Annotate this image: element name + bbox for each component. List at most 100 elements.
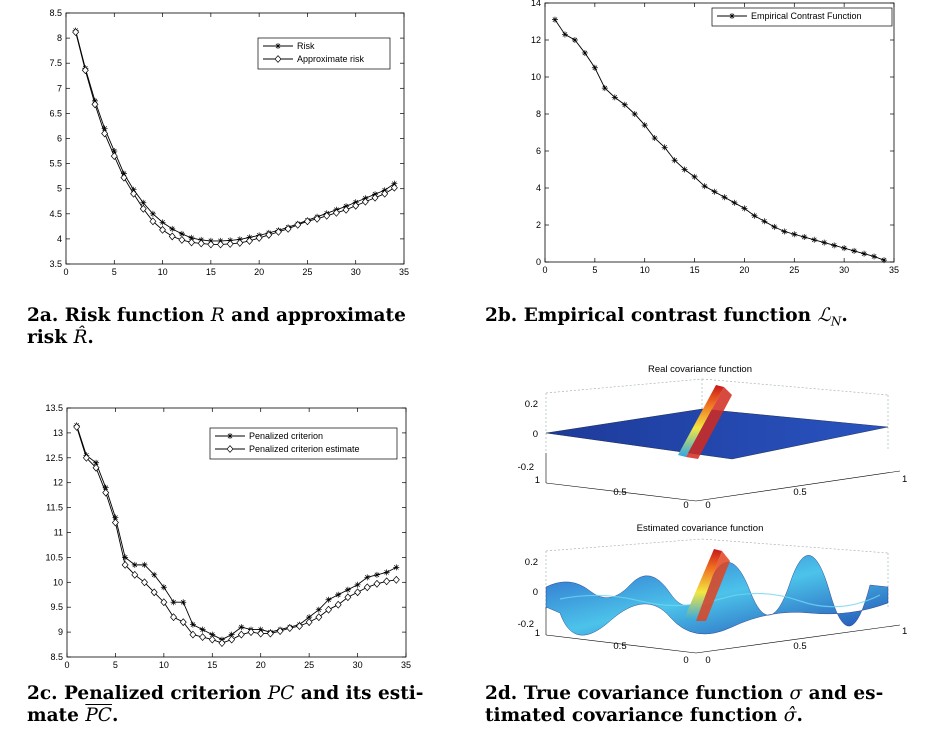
data-point xyxy=(140,199,147,206)
data-point xyxy=(721,194,728,201)
x-tick-label: 10 xyxy=(159,660,169,670)
x-tick-label: 30 xyxy=(353,660,363,670)
y-tick-label: 10.5 xyxy=(45,552,63,562)
x-tick-label: 35 xyxy=(889,265,899,275)
y-tick-label: 14 xyxy=(531,0,541,8)
data-point xyxy=(217,240,224,249)
y-tick-label: 6 xyxy=(57,134,62,144)
data-point xyxy=(150,588,158,597)
data-point xyxy=(811,236,818,243)
legend-marker xyxy=(226,445,234,453)
data-point xyxy=(93,459,100,466)
y-tick-label: 8 xyxy=(57,33,62,43)
data-point xyxy=(199,633,207,642)
penalized-criterion-chart: 0 5 10 15 20 25 30 35 8.5 9 9.5 10 10.5 11 11.5 12 12.5 1… xyxy=(45,403,411,670)
y-tick: 0.5 xyxy=(613,641,626,652)
data-point xyxy=(671,157,678,164)
data-point xyxy=(82,453,90,462)
data-point xyxy=(364,574,371,581)
data-point xyxy=(681,166,688,173)
y-tick-label: 2 xyxy=(536,220,541,230)
data-point xyxy=(561,31,568,38)
x-tick-label: 35 xyxy=(399,267,409,277)
caption-2b: 2b. Empirical contrast function ℒN. xyxy=(485,305,848,329)
data-point xyxy=(841,245,848,252)
data-point xyxy=(286,624,294,633)
data-point xyxy=(315,613,323,622)
legend: Empirical Contrast Function xyxy=(711,7,893,27)
data-point xyxy=(257,629,265,638)
data-point xyxy=(228,635,236,644)
data-point xyxy=(178,230,185,237)
data-point xyxy=(178,235,186,244)
estimated-covariance-surface: Estimated covariance function 0.2 0 -0.2… xyxy=(518,523,908,666)
data-point xyxy=(141,578,148,587)
legend-marker xyxy=(227,433,233,439)
surface-title: Estimated covariance function xyxy=(637,523,764,534)
data-point xyxy=(381,189,389,198)
data-point xyxy=(257,626,264,633)
data-point xyxy=(691,173,698,180)
data-point xyxy=(332,208,340,217)
data-point xyxy=(305,618,313,627)
legend-marker xyxy=(274,55,282,63)
z-tick: 0.2 xyxy=(525,557,538,568)
data-point xyxy=(591,64,598,71)
x-tick-label: 0 xyxy=(542,265,547,275)
series-line xyxy=(75,30,395,242)
z-tick: 0 xyxy=(533,429,538,440)
x-tick-label: 35 xyxy=(401,660,411,670)
data-point xyxy=(571,37,578,43)
y-tick-label: 6.5 xyxy=(49,108,62,118)
data-point xyxy=(871,253,878,260)
data-point xyxy=(306,614,313,621)
y-tick-label: 5 xyxy=(57,184,62,194)
data-point xyxy=(149,210,156,217)
y-tick-label: 6 xyxy=(536,146,541,156)
data-point xyxy=(189,630,197,639)
data-point xyxy=(159,225,167,234)
surface-title: Real covariance function xyxy=(648,364,752,375)
data-point xyxy=(265,230,273,239)
data-point xyxy=(741,205,748,212)
series-line xyxy=(554,19,885,261)
data-point xyxy=(159,219,166,226)
series-line xyxy=(76,425,397,641)
y-tick-label: 11.5 xyxy=(46,503,63,513)
y-tick-label: 0 xyxy=(536,257,541,267)
x-tick-label: 15 xyxy=(690,265,700,275)
x-tick-label: 20 xyxy=(256,660,266,670)
data-point xyxy=(255,233,263,242)
x-tick-label: 30 xyxy=(351,267,361,277)
x-tick: 0.5 xyxy=(793,641,806,652)
data-point xyxy=(131,570,139,579)
data-point xyxy=(218,639,226,647)
data-point xyxy=(325,596,332,603)
y-tick-label: 3.5 xyxy=(49,259,62,269)
data-point xyxy=(160,598,168,607)
y-tick-label: 13.5 xyxy=(45,403,63,413)
y-tick-label: 10 xyxy=(53,577,63,587)
data-point xyxy=(391,180,398,187)
z-tick: 0.2 xyxy=(525,399,538,410)
x-tick-label: 25 xyxy=(302,267,312,277)
data-point xyxy=(661,144,668,151)
y-tick-label: 9 xyxy=(58,627,63,637)
data-point xyxy=(188,234,195,241)
data-point xyxy=(246,236,253,245)
y-tick-label: 8 xyxy=(536,109,541,119)
y-tick: 1 xyxy=(535,475,540,486)
x-tick-label: 25 xyxy=(789,265,799,275)
x-tick-label: 20 xyxy=(739,265,749,275)
data-point xyxy=(354,581,361,588)
data-point xyxy=(139,204,147,213)
data-point xyxy=(363,583,371,592)
data-point xyxy=(771,223,778,230)
data-point xyxy=(120,173,128,182)
data-point xyxy=(91,100,99,109)
y-tick-label: 12 xyxy=(53,478,63,488)
y-tick-label: 4.5 xyxy=(49,209,62,219)
x-tick-label: 10 xyxy=(640,265,650,275)
data-point xyxy=(102,488,110,497)
z-tick: -0.2 xyxy=(518,619,534,630)
